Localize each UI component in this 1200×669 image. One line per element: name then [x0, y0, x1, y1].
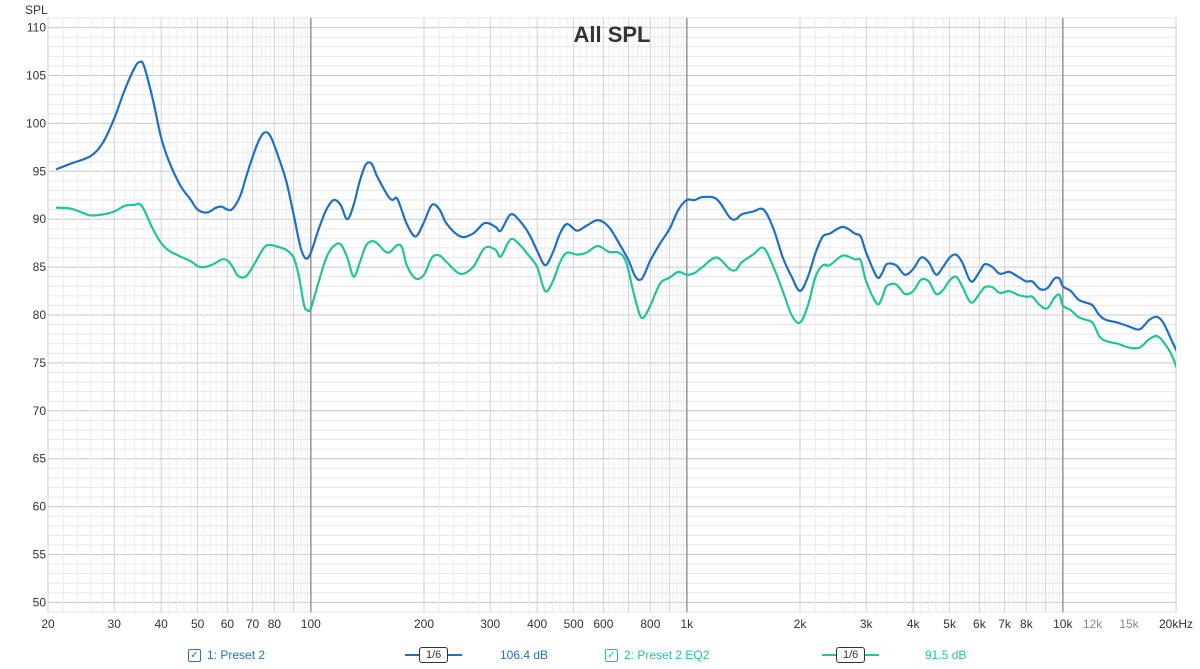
y-tick-label: 85: [33, 260, 47, 274]
x-tick-label: 20: [41, 617, 55, 631]
x-tick-label: 7k: [998, 617, 1012, 631]
x-tick-label: 100: [301, 617, 321, 631]
x-tick-label: 2k: [794, 617, 808, 631]
x-tick-label: 600: [593, 617, 613, 631]
series-2-name: 2: Preset 2 EQ2: [624, 648, 710, 662]
x-tick-label: 10k: [1053, 617, 1073, 631]
x-tick-label: 70: [246, 617, 260, 631]
x-tick-label: 30: [108, 617, 122, 631]
y-tick-label: 110: [27, 21, 46, 35]
x-tick-label: 80: [268, 617, 282, 631]
series-1-checkbox[interactable]: ✓: [188, 648, 201, 662]
y-tick-label: 50: [33, 595, 47, 609]
x-tick-label: 3k: [860, 617, 874, 631]
y-tick-label: 95: [33, 164, 47, 178]
x-tick-label: 1k: [680, 617, 694, 631]
x-tick-label: 200: [414, 617, 434, 631]
major-grid: [310, 18, 1064, 612]
x-tick-label: 8k: [1020, 617, 1034, 631]
y-tick-label: 105: [26, 68, 46, 82]
chart-title: All SPL: [573, 22, 650, 47]
y-tick-label: 75: [33, 356, 47, 370]
legend-series-1-level: 106.4 dB: [500, 646, 548, 664]
x-axis-ticks: 20 30 40 50 60 70 80 100 200 300 400 500 600 800 1k 2k 3…: [41, 617, 1193, 631]
y-tick-label: 90: [33, 212, 47, 226]
series-2-level: 91.5 dB: [925, 648, 967, 662]
series-2-smoothing-value: 1/6: [836, 647, 866, 663]
x-tick-label: 20kHz: [1159, 617, 1193, 631]
y-tick-label: 60: [33, 500, 47, 514]
legend-series-1-smoothing[interactable]: 1/6: [405, 646, 463, 664]
series-2-checkbox[interactable]: ✓: [605, 648, 618, 662]
y-tick-label: 100: [26, 116, 46, 130]
x-tick-label: 12k: [1083, 617, 1103, 631]
x-tick-label: 800: [640, 617, 660, 631]
series-1-smoothing-value: 1/6: [419, 647, 449, 663]
x-tick-label: 40: [155, 617, 169, 631]
y-tick-label: 80: [33, 308, 47, 322]
x-tick-label: 5k: [943, 617, 957, 631]
series-line-2: [55, 202, 1176, 370]
y-axis-label: SPL: [25, 3, 48, 17]
x-tick-label: 4k: [907, 617, 921, 631]
series-1-name: 1: Preset 2: [207, 648, 266, 662]
series-line-1: [55, 60, 1176, 352]
x-tick-label: 6k: [973, 617, 987, 631]
x-tick-label: 60: [221, 617, 235, 631]
x-tick-label: 15k: [1119, 617, 1139, 631]
y-tick-label: 65: [33, 452, 47, 466]
x-tick-label: 50: [191, 617, 205, 631]
series-lines: [55, 60, 1176, 370]
y-tick-label: 70: [33, 404, 47, 418]
minor-grid: [47, 17, 1177, 613]
legend-series-2: ✓ 2: Preset 2 EQ2: [605, 646, 709, 664]
legend-series-2-smoothing[interactable]: 1/6: [822, 646, 880, 664]
series-1-level: 106.4 dB: [500, 648, 549, 662]
y-tick-label: 55: [33, 548, 47, 562]
x-tick-label: 500: [564, 617, 584, 631]
x-tick-label: 400: [527, 617, 547, 631]
x-tick-label: 300: [480, 617, 500, 631]
legend-series-1: ✓ 1: Preset 2: [188, 646, 265, 664]
legend-series-2-level: 91.5 dB: [925, 646, 966, 664]
y-axis-ticks: 50 55 60 65 70 75 80 85 90 95 100 105 110: [26, 21, 46, 610]
